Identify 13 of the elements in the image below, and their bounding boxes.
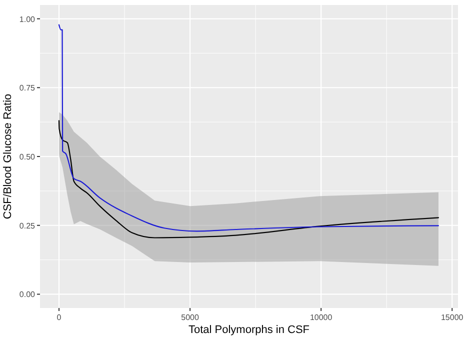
y-tick-label: 0.50 bbox=[19, 152, 36, 162]
x-tick-label: 5000 bbox=[181, 313, 200, 322]
y-tick-label: 0.00 bbox=[19, 290, 36, 300]
line-series bbox=[58, 120, 440, 238]
y-tick-label: 0.75 bbox=[19, 84, 36, 93]
y-tick-label: 0.25 bbox=[19, 221, 36, 230]
x-axis-title: Total Polymorphs in CSF bbox=[188, 324, 310, 336]
x-tick-label: 10000 bbox=[310, 313, 333, 322]
x-tick-label: 0 bbox=[56, 313, 62, 322]
line-series bbox=[58, 24, 440, 232]
x-tick-label: 15000 bbox=[440, 313, 464, 322]
y-axis-title: CSF/Blood Glucose Ratio bbox=[2, 94, 14, 220]
y-tick-label: 1.00 bbox=[19, 14, 36, 24]
